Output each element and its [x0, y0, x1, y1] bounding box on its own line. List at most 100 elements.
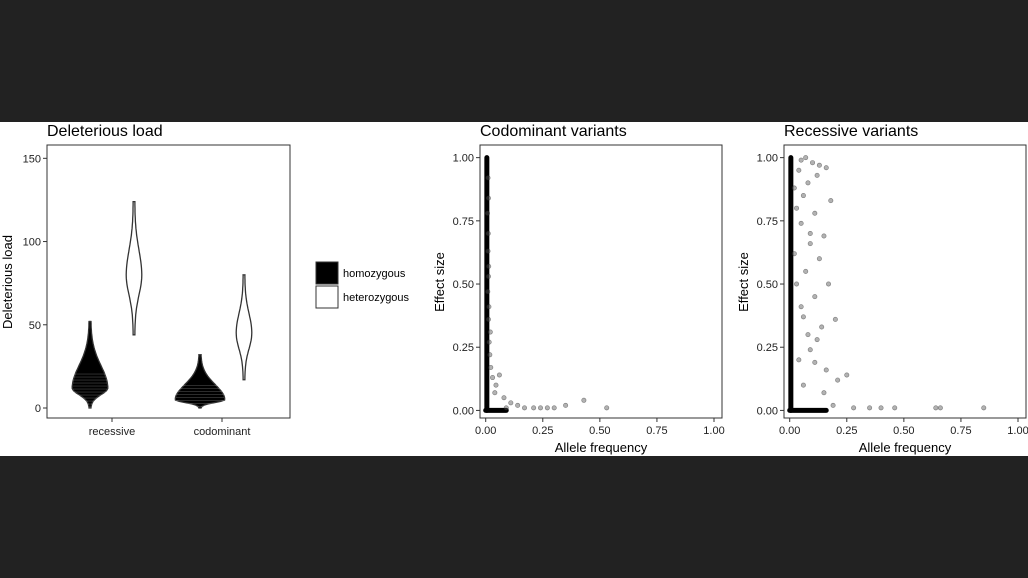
violin-heterozygous-codominant [235, 274, 253, 381]
codominant-x-tick-label: 0.75 [646, 425, 667, 437]
recessive-point [835, 377, 841, 383]
recessive-point [805, 332, 811, 338]
codominant-y-tick-label: 0.00 [453, 405, 474, 417]
recessive-y-tick-label: 0.50 [757, 279, 778, 291]
recessive-point [867, 405, 873, 411]
codominant-chart-title: Codominant variants [480, 123, 627, 140]
legend: homozygous heterozygous [315, 261, 410, 309]
recessive-point [826, 281, 832, 287]
codominant-point [486, 304, 492, 310]
recessive-point [794, 281, 800, 287]
violin-y-tick-label: 0 [35, 403, 41, 415]
codominant-point [531, 405, 537, 411]
recessive-point [821, 390, 827, 396]
codominant-point [563, 402, 569, 408]
violin-x-tick-label: codominant [194, 426, 251, 438]
recessive-point [816, 162, 822, 168]
codominant-y-tick-label: 0.50 [453, 279, 474, 291]
codominant-point [486, 263, 492, 269]
recessive-point [796, 357, 802, 363]
codominant-point [544, 405, 550, 411]
recessive-point [791, 185, 797, 191]
recessive-point [828, 198, 834, 204]
recessive-point [798, 220, 804, 226]
recessive-point [803, 155, 809, 161]
codominant-x-tick-label: 0.00 [475, 425, 496, 437]
violin-shapes [71, 200, 253, 409]
violin-x-tick-label: recessive [89, 426, 135, 438]
codominant-point [485, 248, 491, 254]
recessive-y-tick-label: 0.00 [757, 405, 778, 417]
recessive-point [791, 251, 797, 257]
recessive-x-tick-label: 0.75 [950, 425, 971, 437]
violin-y-tick-label: 150 [23, 153, 41, 165]
violin-chart: Deleterious load Deleterious load 0 50 100… [0, 123, 291, 438]
violin-x-axis: recessive codominant [89, 418, 251, 438]
recessive-point [810, 160, 816, 166]
codominant-point [485, 316, 491, 322]
recessive-point [814, 172, 820, 178]
recessive-point [981, 405, 987, 411]
codominant-point [503, 405, 509, 411]
recessive-points [787, 155, 987, 413]
codominant-point [551, 405, 557, 411]
codominant-point [496, 372, 502, 378]
legend-label-homozygous: homozygous [343, 268, 406, 280]
codominant-y-tick-label: 0.75 [453, 216, 474, 228]
codominant-point [488, 364, 494, 370]
recessive-point [851, 405, 857, 411]
codominant-point [537, 405, 543, 411]
recessive-point [807, 241, 813, 247]
codominant-point [515, 402, 521, 408]
codominant-point [604, 405, 610, 411]
codominant-y-tick-label: 1.00 [453, 153, 474, 165]
legend-label-heterozygous: heterozygous [343, 292, 410, 304]
recessive-point [832, 316, 838, 322]
recessive-point [800, 382, 806, 388]
recessive-point [812, 359, 818, 365]
codominant-y-axis-title: Effect size [432, 252, 447, 312]
recessive-y-tick-label: 1.00 [757, 153, 778, 165]
recessive-point [800, 314, 806, 320]
violin-chart-title: Deleterious load [47, 123, 163, 140]
recessive-point [821, 233, 827, 239]
recessive-point [812, 294, 818, 300]
codominant-scatter-chart: Codominant variants Effect size Allele f… [432, 123, 725, 455]
legend-swatch-heterozygous [315, 285, 339, 309]
recessive-plot-frame [783, 144, 1027, 419]
recessive-point [796, 167, 802, 173]
codominant-point [493, 382, 499, 388]
codominant-point [485, 175, 491, 181]
recessive-scatter-chart: Recessive variants Effect size Allele fr… [736, 123, 1028, 455]
codominant-point [501, 395, 507, 401]
codominant-point [487, 329, 493, 335]
recessive-x-tick-label: 0.25 [836, 425, 857, 437]
recessive-point [816, 256, 822, 262]
recessive-point [803, 268, 809, 274]
codominant-point [486, 339, 492, 345]
codominant-plot-frame [479, 144, 723, 419]
recessive-chart-title: Recessive variants [784, 123, 918, 140]
codominant-point [485, 230, 491, 236]
codominant-point [485, 289, 491, 295]
recessive-point [800, 193, 806, 199]
codominant-axes: 0.00 0.25 0.50 0.75 1.00 0.00 0.25 0.50 0.75 1.00 [453, 153, 725, 437]
recessive-point [823, 367, 829, 373]
recessive-point [794, 205, 800, 211]
codominant-x-axis-title: Allele frequency [555, 440, 648, 455]
violin-homozygous-recessive [71, 320, 109, 409]
recessive-point [937, 405, 943, 411]
recessive-x-axis-title: Allele frequency [859, 440, 952, 455]
recessive-point [830, 402, 836, 408]
recessive-point [807, 230, 813, 236]
codominant-point [508, 400, 514, 406]
recessive-point [798, 157, 804, 163]
recessive-point [878, 405, 884, 411]
recessive-point [812, 210, 818, 216]
codominant-point [485, 210, 491, 216]
violin-y-axis-title: Deleterious load [0, 235, 15, 329]
legend-swatch-homozygous [315, 261, 339, 285]
recessive-y-axis-title: Effect size [736, 252, 751, 312]
violin-y-tick-label: 50 [29, 320, 41, 332]
recessive-point [892, 405, 898, 411]
